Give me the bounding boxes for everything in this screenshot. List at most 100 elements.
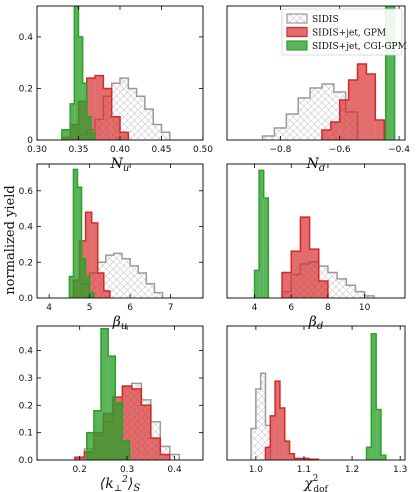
bar-Nd-1-3	[348, 80, 358, 140]
legend-swatch-1	[286, 26, 308, 38]
bar-kperp-1-8	[150, 438, 161, 460]
bar-chi2-1-4	[284, 441, 290, 460]
xtick-label-kperp-1: 0.3	[120, 465, 134, 475]
frame-chi2	[226, 325, 406, 461]
xtick-label-betau-3: 7	[168, 303, 174, 313]
bar-betad-0-5	[327, 272, 338, 298]
bar-betau-2-5	[89, 292, 94, 298]
series-kperp-2	[86, 327, 131, 460]
legend-swatch-0	[286, 13, 308, 24]
series-Nd-2	[384, 6, 396, 140]
ytick-label-kperp-1: 0.1	[19, 429, 33, 439]
bar-betau-0-5	[113, 253, 123, 298]
xtick-label-chi2-1: 1.1	[297, 465, 311, 475]
ytick-label-kperp-3: 0.3	[19, 374, 33, 384]
bar-chi2-2-0	[366, 447, 372, 460]
bar-chi2-1-6	[294, 458, 300, 460]
bar-Nd-1-5	[366, 74, 376, 140]
xtick-label-betad-0: 4	[252, 303, 258, 313]
bar-chi2-0-3	[265, 425, 271, 460]
plot-area-betau	[68, 168, 164, 298]
series-betad-2	[253, 169, 270, 298]
bar-chi2-1-3	[279, 407, 285, 460]
ytick-label-betau-1: 0.2	[19, 258, 33, 268]
bar-Nu-2-3	[78, 36, 83, 140]
xlabel-betad: βd	[308, 314, 324, 332]
bar-Nu-1-5	[103, 88, 112, 140]
bar-betau-1-4	[97, 272, 104, 298]
xtick-label-Nu-3: 0.45	[151, 145, 171, 155]
panel-betau: 4 5 6 7 0.0 0.2 0.4 0.6 βu	[19, 163, 204, 332]
ytick-label-kperp-4: 0.4	[19, 347, 34, 357]
frame-Nd	[226, 5, 406, 141]
xtick-label-chi2-3: 1.3	[393, 465, 407, 475]
frame-kperp	[36, 325, 204, 461]
bar-Nu-0-6	[128, 88, 137, 140]
bar-Nd-1-6	[375, 120, 385, 140]
bar-chi2-1-0	[265, 447, 271, 460]
xtick-label-chi2-0: 1.0	[249, 465, 264, 475]
series-chi2-0	[250, 372, 272, 460]
bar-betad-1-0	[282, 272, 292, 298]
legend-box	[281, 8, 403, 56]
bar-kperp-0-9	[160, 446, 170, 460]
outline-Nd-2	[384, 6, 396, 140]
plot-area-betad	[253, 169, 375, 298]
bar-Nu-2-6	[90, 132, 96, 140]
xtick-label-betad-2: 8	[325, 303, 331, 313]
bar-kperp-1-7	[141, 405, 151, 460]
bar-Nd-1-0	[321, 130, 331, 140]
bar-Nu-2-4	[82, 83, 87, 140]
outline-chi2-1	[264, 380, 320, 460]
ytick-label-Nu-0: 0	[27, 136, 33, 146]
bar-Nd-1-1	[330, 122, 340, 140]
bar-chi2-2-2	[376, 409, 381, 460]
bar-betau-0-8	[138, 272, 147, 298]
bar-betad-0-9	[364, 295, 374, 298]
bar-Nu-1-6	[111, 116, 120, 140]
xtick-label-Nd-0: −0.8	[269, 145, 291, 155]
xtick-label-Nd-2: −0.4	[388, 145, 410, 155]
series-betad-1	[281, 216, 329, 298]
bar-betau-2-0	[69, 276, 74, 298]
bar-betau-0-9	[146, 283, 155, 298]
bar-betau-0-7	[130, 265, 139, 298]
bar-betau-2-2	[77, 187, 82, 298]
xtick-label-betau-2: 6	[127, 303, 133, 313]
bar-betad-1-4	[318, 280, 328, 298]
xlabel-betau: βu	[112, 314, 128, 332]
legend-swatch-2	[286, 40, 308, 51]
bar-kperp-1-9	[160, 454, 170, 460]
bar-chi2-0-0	[251, 428, 256, 460]
bar-betad-1-3	[309, 249, 319, 298]
bar-chi2-2-1	[371, 333, 377, 460]
xtick-label-kperp-0: 0.2	[73, 465, 87, 475]
bar-chi2-0-2	[260, 373, 266, 460]
plot-area-Nd	[261, 6, 396, 140]
bar-betau-0-4	[105, 255, 114, 298]
panel-kperp: 0.2 0.3 0.4 0.0 0.1 0.2 0.3 0.4 ⟨k⊥2⟩S	[19, 325, 204, 492]
bar-kperp-1-6	[131, 388, 142, 460]
panel-Nd: −0.8 −0.6 −0.4 Nd	[226, 5, 410, 174]
xtick-label-Nu-0: 0.30	[27, 145, 47, 155]
xtick-label-Nu-4: 0.50	[193, 145, 213, 155]
series-chi2-2	[365, 333, 387, 460]
bar-kperp-2-1	[93, 410, 102, 460]
bar-Nd-1-4	[357, 64, 367, 140]
xtick-label-chi2-2: 1.2	[345, 465, 359, 475]
xtick-label-Nu-2: 0.40	[110, 145, 130, 155]
bar-betau-2-1	[73, 169, 78, 298]
bar-betau-2-4	[85, 276, 90, 298]
outline-betad-1	[281, 216, 329, 298]
series-Nd-1	[321, 63, 385, 140]
bar-Nu-0-8	[144, 109, 154, 140]
bar-Nd-0-3	[298, 98, 311, 140]
bar-chi2-1-5	[289, 453, 295, 460]
plot-area-chi2	[250, 333, 387, 460]
bar-betau-1-2	[85, 212, 92, 298]
legend-label-0: SIDIS	[312, 15, 339, 25]
ytick-label-betau-3: 0.6	[19, 187, 34, 197]
ytick-label-betau-2: 0.4	[19, 223, 34, 233]
panel-betad: 4 6 8 10 βd	[226, 163, 406, 332]
